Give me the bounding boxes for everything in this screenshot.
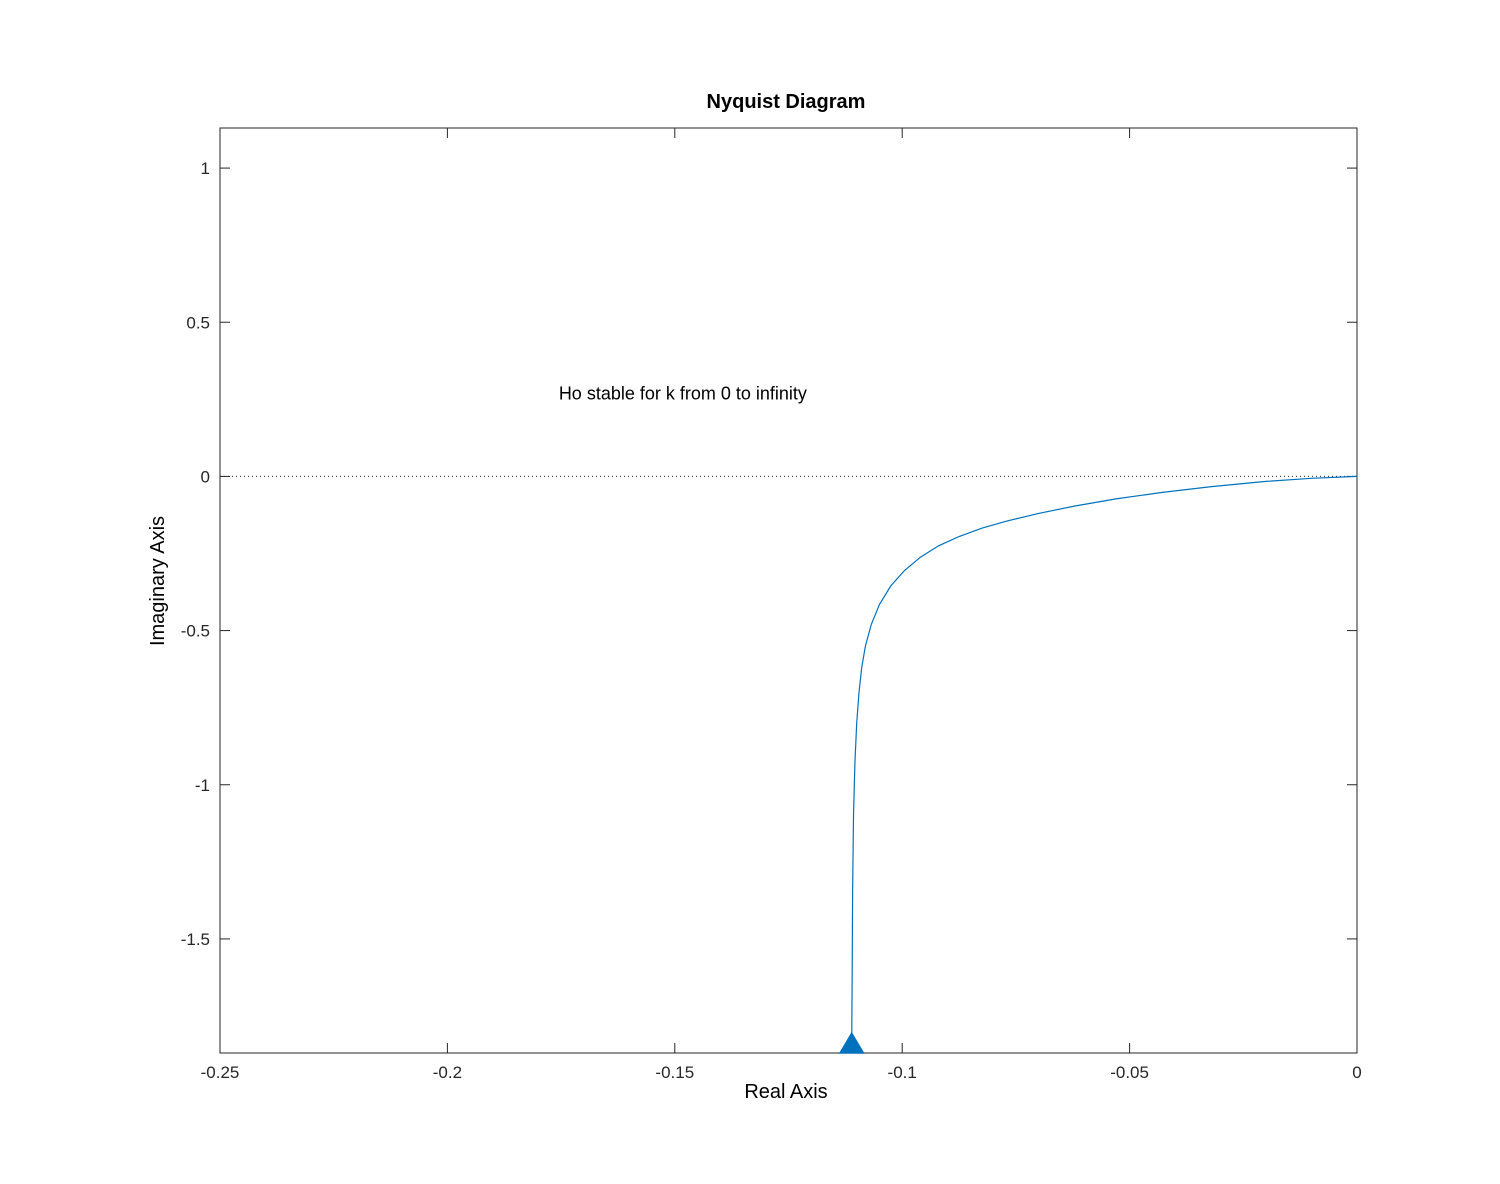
y-axis-ticks: -1.5 -1 -0.5 0 0.5 1 [181,159,1357,949]
y-tick-label: 0.5 [186,313,210,332]
x-tick-label: -0.2 [433,1063,462,1082]
nyquist-curve [851,475,1358,1044]
x-axis-ticks: -0.25 -0.2 -0.15 -0.1 -0.05 0 [201,128,1362,1082]
axes-box [219,127,1358,1054]
direction-arrow-marker [838,1031,865,1054]
y-tick-label: 0 [201,467,210,486]
x-tick-label: 0 [1352,1063,1361,1082]
x-tick-label: -0.25 [201,1063,240,1082]
x-axis-label: Real Axis [744,1081,827,1103]
x-tick-label: -0.1 [888,1063,917,1082]
y-axis-label: Imaginary Axis [147,516,169,646]
chart-title: Nyquist Diagram [707,91,866,113]
x-tick-label: -0.15 [655,1063,694,1082]
chart-annotation: Ho stable for k from 0 to infinity [559,383,807,403]
y-tick-label: -1 [195,776,210,795]
x-tick-label: -0.05 [1110,1063,1149,1082]
y-tick-label: -0.5 [181,622,210,641]
plot-area: -0.25 -0.2 -0.15 -0.1 -0.05 0 -1.5 -1 -0.5 0 0.5 1… [181,127,1362,1082]
y-tick-label: -1.5 [181,930,210,949]
y-tick-label: 1 [201,159,210,178]
